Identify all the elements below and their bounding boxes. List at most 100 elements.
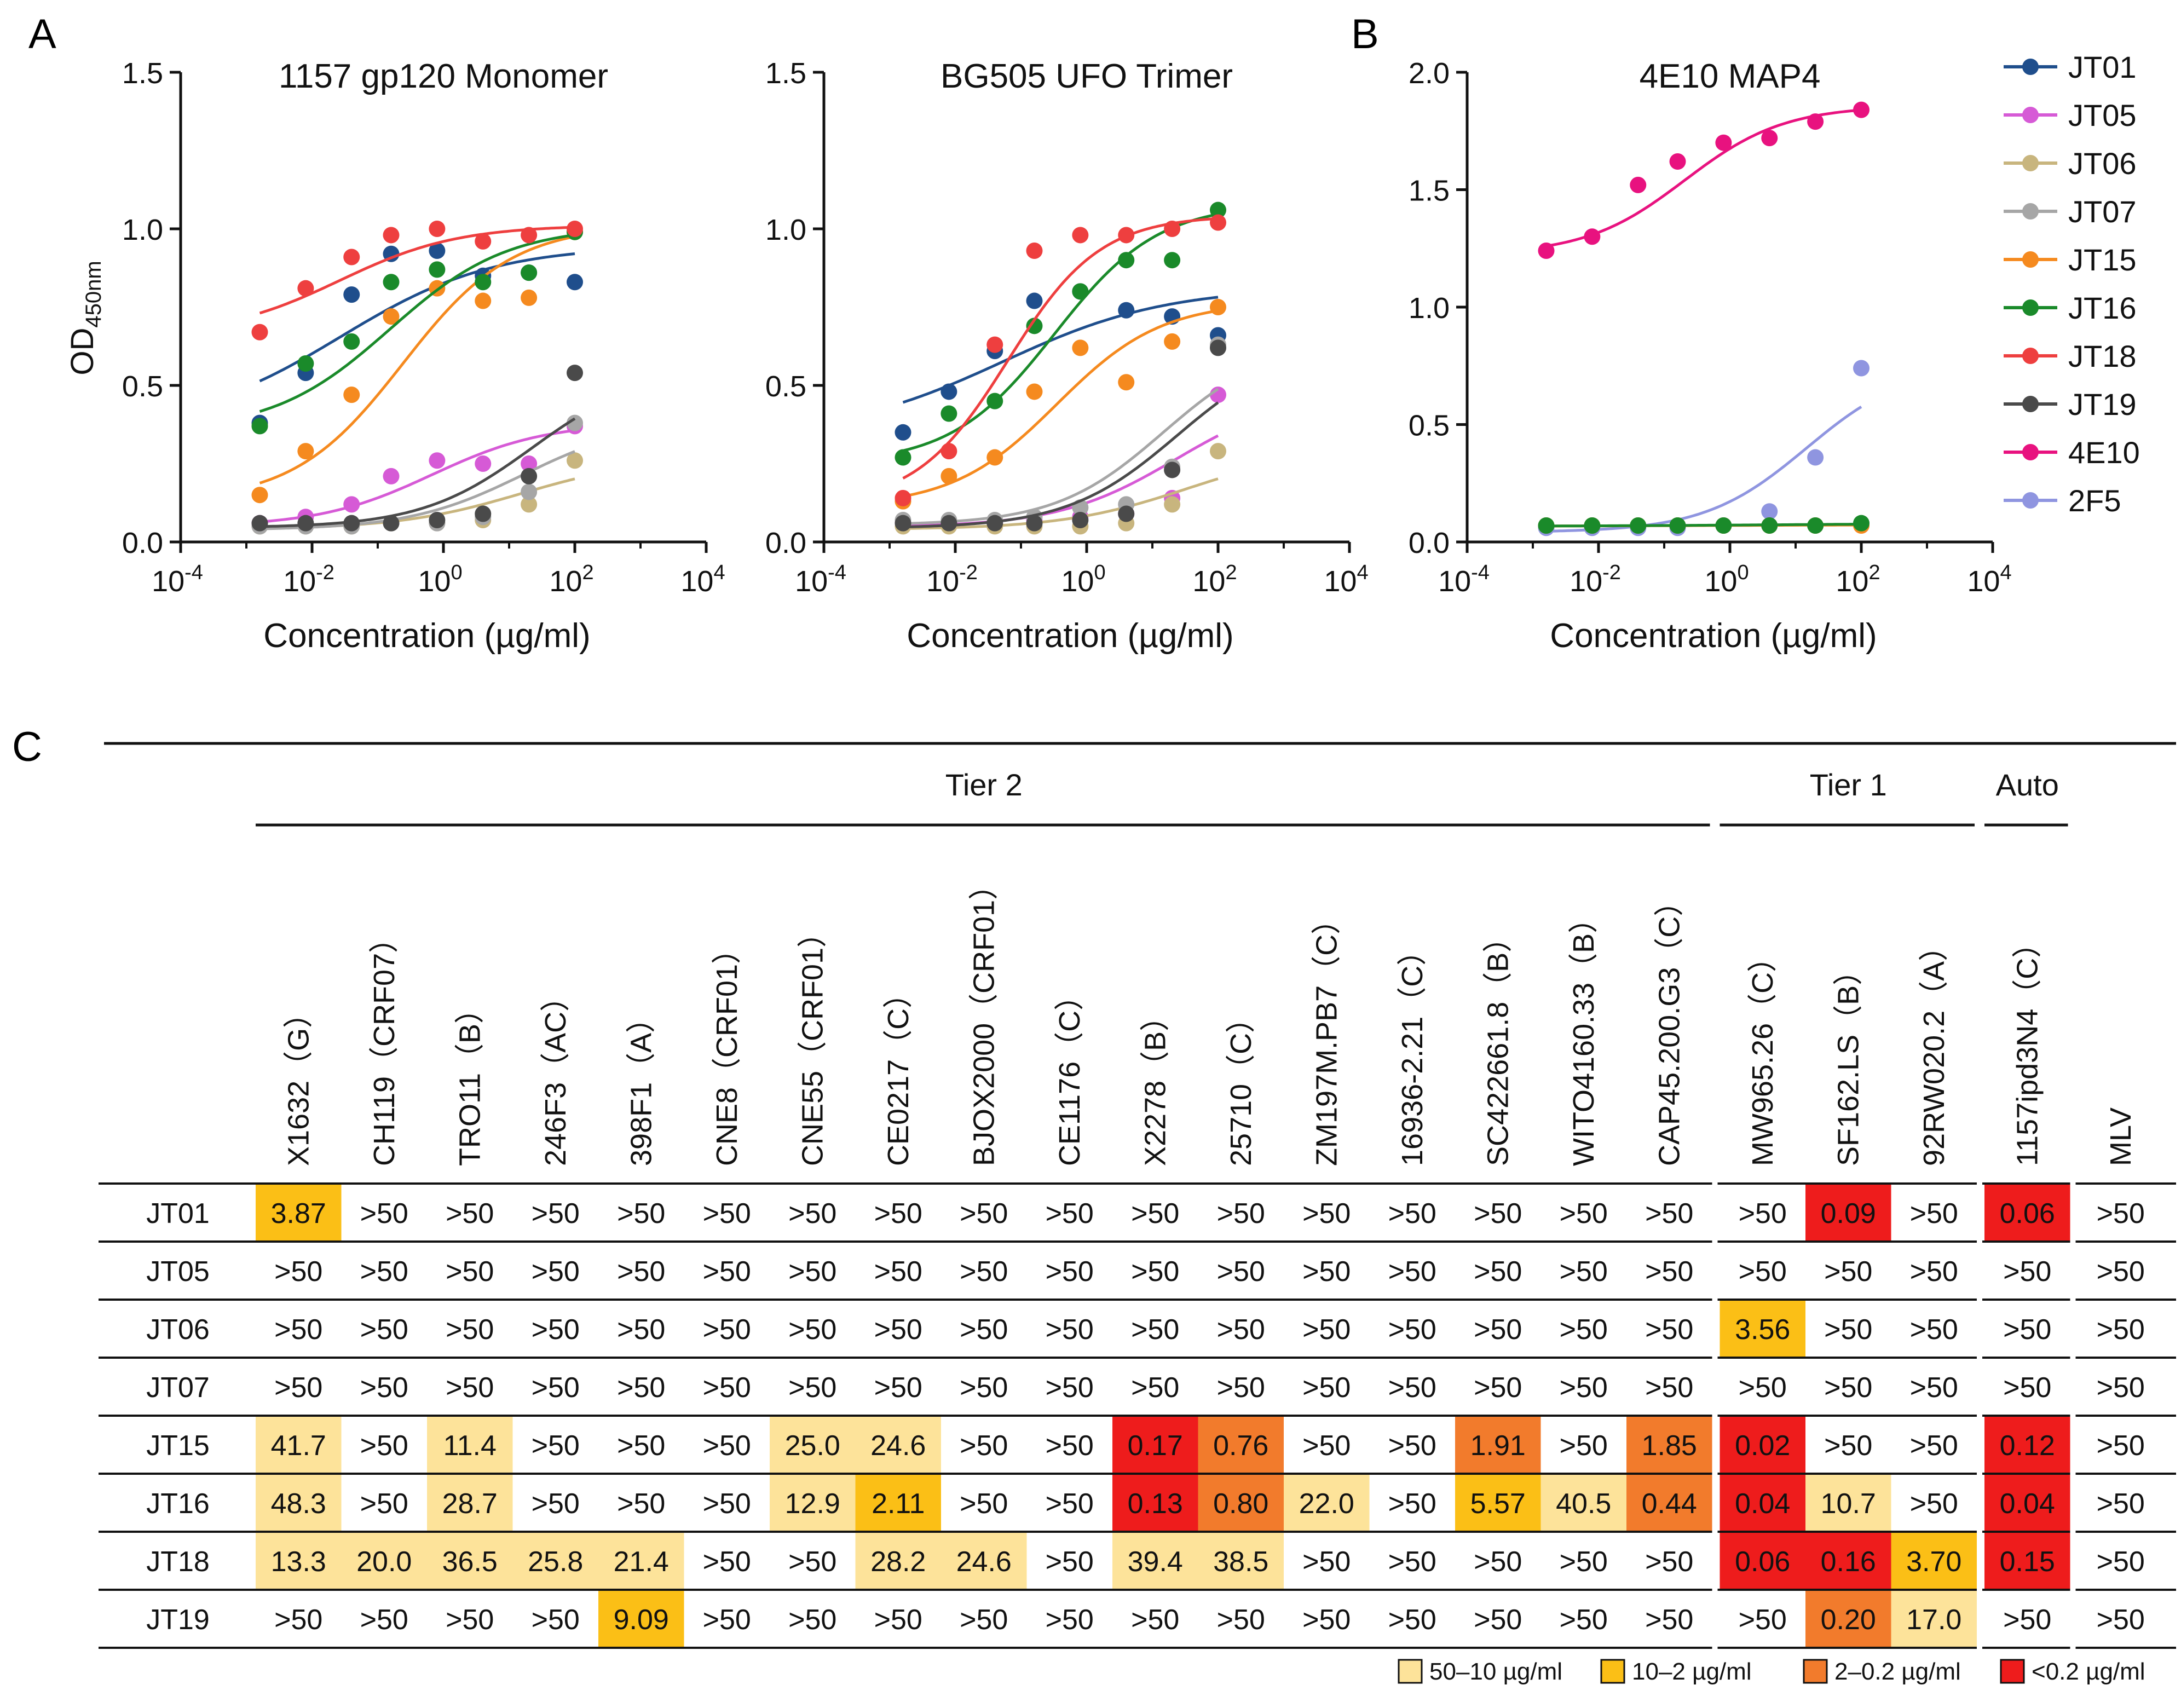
x-tick-label: 100 <box>1704 561 1749 598</box>
ic50-cell: >50 <box>1131 1256 1179 1288</box>
data-point-JT15 <box>1164 333 1181 350</box>
ic50-cell-fill <box>1112 1475 1198 1531</box>
ic50-cell-fill <box>1198 1475 1284 1531</box>
ic50-cell: >50 <box>2097 1488 2145 1520</box>
data-point-JT19 <box>1072 511 1089 528</box>
panel-letter-c: C <box>12 724 42 770</box>
y-tick-label: 1.0 <box>765 214 806 246</box>
ic50-cell: >50 <box>703 1430 751 1462</box>
ic50-cell-fill <box>341 1533 427 1589</box>
ic50-cell: 0.04 <box>1735 1488 1790 1520</box>
ic50-cell: 0.20 <box>1821 1604 1876 1636</box>
legend-label-JT16: JT16 <box>2068 291 2137 325</box>
ic50-cell: >50 <box>1388 1198 1436 1230</box>
data-point-4E10 <box>1538 243 1555 259</box>
ic50-cell: >50 <box>446 1314 494 1346</box>
series-JT16 <box>251 223 583 435</box>
data-point-JT15 <box>1118 374 1135 391</box>
ic50-cell: >50 <box>2003 1314 2051 1346</box>
legend-marker-JT16 <box>2022 299 2039 316</box>
ic50-cell-fill <box>770 1417 856 1473</box>
ic50-cell: 5.57 <box>1470 1488 1526 1520</box>
ic50-cell: 10.7 <box>1821 1488 1876 1520</box>
ic50-cell: >50 <box>1217 1604 1265 1636</box>
neutralization-table: Tier 2 Tier 1 Auto X1632（G） CH119（CRF07） TRO1… <box>99 742 2176 1685</box>
fit-curve-JT01 <box>259 252 575 383</box>
ic50-cell: >50 <box>360 1314 408 1346</box>
ic50-cell: >50 <box>1046 1430 1094 1462</box>
ic50-cell-fill <box>1540 1475 1626 1531</box>
ic50-cell-fill <box>1984 1475 2070 1531</box>
legend-marker-JT15 <box>2022 251 2039 268</box>
series-JT15 <box>251 223 583 504</box>
ic50-cell-fill <box>1455 1475 1541 1531</box>
binding-curve-panels: 0.0 0.5 1.0 1.5 10-4 10-2 100 102 104 1157 gp120 … <box>65 57 2012 655</box>
ic50-cell: 0.13 <box>1128 1488 1183 1520</box>
y-tick-label: 2.0 <box>1409 57 1450 90</box>
ic50-cell: >50 <box>2003 1372 2051 1404</box>
data-point-4E10 <box>1630 176 1647 193</box>
ic50-cell: >50 <box>1474 1256 1522 1288</box>
data-point-JT16 <box>941 405 957 422</box>
ic50-cell: 13.3 <box>271 1546 326 1578</box>
ic50-cell-fill <box>427 1417 513 1473</box>
column-header: 398F1（A） <box>625 1003 657 1166</box>
column-header: CE1176（C） <box>1053 981 1086 1166</box>
column-header: BJOX2000（CRF01） <box>967 870 1000 1166</box>
ic50-cell-fill <box>256 1475 342 1531</box>
bin-legend-label: 50–10 µg/ml <box>1429 1658 1562 1685</box>
chart-panel-2: 0.0 0.5 1.0 1.5 10-4 10-2 100 102 104 BG505 UFO T… <box>765 57 1369 655</box>
data-point-JT19 <box>475 505 492 522</box>
ic50-cell: 0.76 <box>1213 1430 1268 1462</box>
ic50-cell: 24.6 <box>956 1546 1012 1578</box>
ic50-cell: >50 <box>446 1372 494 1404</box>
x-tick-label: 102 <box>1192 561 1237 598</box>
ic50-cell: >50 <box>1739 1604 1787 1636</box>
ic50-cell: >50 <box>874 1372 922 1404</box>
ic50-cell-fill <box>1198 1533 1284 1589</box>
data-point-JT18 <box>1210 214 1226 231</box>
fit-curve-4E10 <box>1546 108 1862 247</box>
ic50-cell: >50 <box>446 1256 494 1288</box>
x-tick-label: 10-4 <box>1438 561 1490 598</box>
ic50-cell: 11.4 <box>443 1430 497 1462</box>
data-point-JT16 <box>895 449 911 466</box>
data-point-JT01 <box>1118 302 1135 319</box>
ic50-cell: >50 <box>960 1604 1008 1636</box>
ic50-cell: >50 <box>1910 1256 1958 1288</box>
data-point-JT18 <box>297 280 314 297</box>
ic50-cell-fill <box>1455 1417 1541 1473</box>
ic50-cell-fill <box>1891 1533 1977 1589</box>
y-tick-label: 1.5 <box>122 57 163 90</box>
data-point-JT16 <box>1026 318 1043 334</box>
ic50-cell: >50 <box>1824 1430 1872 1462</box>
ic50-cell: >50 <box>532 1256 580 1288</box>
ic50-cell: 25.0 <box>785 1430 840 1462</box>
panel-letter-b: B <box>1351 11 1379 57</box>
ic50-cell: >50 <box>532 1488 580 1520</box>
data-point-JT15 <box>297 443 314 460</box>
data-point-4E10 <box>1807 113 1824 130</box>
data-point-JT16 <box>1210 201 1226 218</box>
ic50-cell: >50 <box>1388 1256 1436 1288</box>
data-point-JT18 <box>1072 227 1089 244</box>
bin-legend-swatch <box>1803 1659 1828 1684</box>
data-point-JT18 <box>383 227 400 244</box>
data-point-JT19 <box>986 515 1003 532</box>
data-point-JT16 <box>1584 517 1601 534</box>
data-point-JT16 <box>297 355 314 372</box>
data-point-JT18 <box>895 489 911 506</box>
ic50-cell: >50 <box>1645 1546 1693 1578</box>
data-point-JT19 <box>429 511 446 528</box>
ic50-cell: >50 <box>1046 1256 1094 1288</box>
ic50-cell-fill <box>1984 1417 2070 1473</box>
column-header: MW965.26（C） <box>1746 943 1779 1166</box>
legend-marker-JT01 <box>2022 59 2039 75</box>
column-header: MLV <box>2104 1107 2137 1166</box>
ic50-cell: >50 <box>532 1372 580 1404</box>
series-JT15 <box>895 299 1226 510</box>
ic50-cell: >50 <box>274 1314 322 1346</box>
ic50-cell: >50 <box>703 1256 751 1288</box>
chart-title: BG505 UFO Trimer <box>941 57 1233 95</box>
ic50-cell: >50 <box>2003 1256 2051 1288</box>
